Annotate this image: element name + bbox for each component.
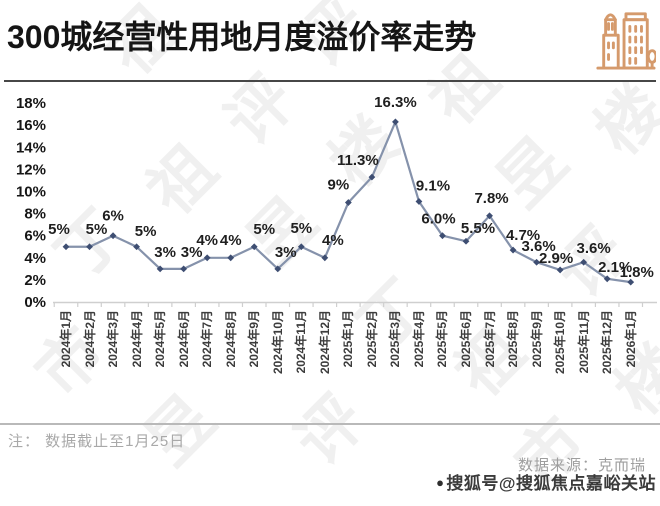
y-tick-label: 8% xyxy=(24,206,46,223)
y-tick-label: 10% xyxy=(16,184,46,201)
data-point-marker xyxy=(156,265,164,273)
data-point-marker xyxy=(297,243,305,251)
data-point-label: 3% xyxy=(154,244,176,261)
y-tick-label: 4% xyxy=(24,250,46,267)
data-point-marker xyxy=(533,258,540,266)
data-point-marker xyxy=(580,258,588,266)
data-point-label: 11.3% xyxy=(337,152,379,169)
data-point-marker xyxy=(180,265,188,273)
data-point-label: 16.3% xyxy=(374,94,417,111)
data-point-marker xyxy=(344,199,352,206)
data-point-label: 4% xyxy=(220,232,242,249)
data-point-label: 2.1% xyxy=(598,259,632,276)
data-point-marker xyxy=(509,246,517,254)
data-point-marker xyxy=(439,232,446,240)
data-point-marker xyxy=(250,243,258,251)
y-tick-label: 12% xyxy=(16,161,46,178)
data-point-marker xyxy=(86,243,93,251)
data-point-marker xyxy=(392,118,399,126)
data-point-marker xyxy=(203,254,211,262)
data-point-label: 9% xyxy=(328,177,350,194)
data-point-label: 3% xyxy=(275,244,297,261)
data-point-label: 6% xyxy=(102,208,124,225)
data-point-label: 5.5% xyxy=(461,220,495,237)
data-point-marker xyxy=(62,243,70,251)
data-point-label: 4% xyxy=(196,232,218,249)
data-point-label: 3% xyxy=(181,244,203,261)
data-point-marker xyxy=(556,266,564,274)
data-point-label: 3.6% xyxy=(577,240,611,257)
data-point-label: 4% xyxy=(322,232,344,249)
data-point-label: 5% xyxy=(86,221,108,238)
data-point-label: 9.1% xyxy=(416,177,450,194)
data-point-marker xyxy=(486,212,493,220)
data-point-label: 2.9% xyxy=(539,250,573,267)
data-point-label: 5% xyxy=(135,223,157,240)
y-tick-label: 0% xyxy=(24,294,46,311)
y-tick-label: 6% xyxy=(24,228,46,245)
data-point-marker xyxy=(368,173,376,181)
data-point-marker xyxy=(227,254,235,262)
sohu-watermark: ● 搜狐号@搜狐焦点嘉峪关站 xyxy=(436,469,656,494)
buildings-icon xyxy=(596,12,656,70)
data-point-label: 5% xyxy=(290,220,312,237)
data-cutoff-note: 注： 数据截止至1月25日 xyxy=(8,433,186,450)
data-source-label: 数据来源：克而瑞 xyxy=(517,457,646,474)
data-point-label: 3.6% xyxy=(521,238,555,255)
data-point-label: 5% xyxy=(48,221,70,238)
data-point-label: 6.0% xyxy=(421,211,455,228)
data-point-label: 4.7% xyxy=(506,227,540,244)
data-point-label: 5% xyxy=(253,221,275,238)
data-point-marker xyxy=(109,232,117,240)
sohu-watermark-text: 搜狐号@搜狐焦点嘉峪关站 xyxy=(446,474,656,493)
data-point-label: 1.8% xyxy=(620,264,654,281)
y-tick-label: 2% xyxy=(24,272,46,289)
page-title: 300城经营性用地月度溢价率走势 xyxy=(7,19,477,55)
title-divider xyxy=(4,80,656,82)
y-tick-label: 16% xyxy=(16,117,46,134)
y-tick-label: 18% xyxy=(16,95,46,112)
data-point-marker xyxy=(603,275,611,283)
data-point-marker xyxy=(274,265,282,273)
data-point-marker xyxy=(133,243,140,251)
data-point-marker xyxy=(415,198,423,205)
y-tick-label: 14% xyxy=(16,139,46,156)
sohu-logo-dot-icon: ● xyxy=(436,475,445,490)
data-point-label: 7.8% xyxy=(474,190,508,207)
data-point-marker xyxy=(321,254,329,262)
footer-divider xyxy=(0,423,660,425)
header: 300城经营性用地月度溢价率走势 xyxy=(0,0,660,84)
data-point-marker xyxy=(627,278,635,286)
data-point-marker xyxy=(462,237,470,245)
